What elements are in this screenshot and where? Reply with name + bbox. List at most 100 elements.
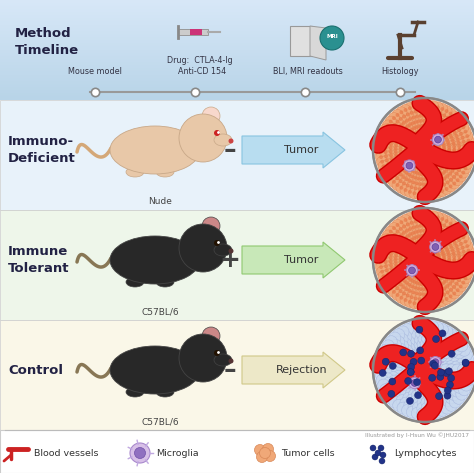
Circle shape: [416, 367, 428, 378]
Circle shape: [428, 144, 439, 156]
Circle shape: [399, 173, 403, 176]
Circle shape: [452, 121, 456, 125]
Circle shape: [428, 364, 441, 376]
Text: BLI, MRI readouts: BLI, MRI readouts: [273, 67, 343, 76]
Circle shape: [436, 142, 440, 146]
Circle shape: [430, 142, 434, 146]
Bar: [0, 60, 474, 61]
Circle shape: [428, 363, 441, 375]
Circle shape: [456, 155, 461, 159]
Circle shape: [425, 372, 437, 384]
Circle shape: [426, 140, 429, 143]
Circle shape: [419, 147, 423, 151]
Circle shape: [387, 242, 399, 253]
Circle shape: [398, 266, 409, 277]
Circle shape: [427, 121, 438, 132]
Circle shape: [396, 394, 408, 407]
Circle shape: [434, 250, 438, 254]
Circle shape: [398, 364, 410, 376]
Circle shape: [404, 164, 416, 175]
Circle shape: [411, 148, 422, 159]
Circle shape: [410, 245, 420, 255]
Circle shape: [375, 142, 386, 153]
Circle shape: [401, 159, 405, 163]
Circle shape: [434, 379, 446, 391]
Circle shape: [465, 244, 469, 248]
Circle shape: [449, 288, 453, 292]
Circle shape: [419, 274, 430, 285]
Circle shape: [410, 345, 423, 357]
Circle shape: [410, 111, 413, 115]
Circle shape: [406, 131, 417, 142]
Circle shape: [420, 149, 432, 159]
Circle shape: [457, 128, 461, 132]
Circle shape: [404, 188, 408, 192]
Circle shape: [409, 259, 413, 263]
Circle shape: [458, 384, 470, 396]
Circle shape: [405, 143, 409, 147]
Circle shape: [467, 143, 471, 147]
Circle shape: [428, 227, 439, 237]
Circle shape: [424, 254, 428, 258]
Circle shape: [450, 270, 454, 274]
Circle shape: [417, 153, 428, 164]
Bar: [0, 42, 474, 43]
Bar: [0, 43, 474, 44]
Circle shape: [415, 182, 419, 185]
Circle shape: [395, 114, 406, 124]
Circle shape: [436, 273, 447, 284]
Circle shape: [415, 236, 426, 247]
Circle shape: [413, 268, 417, 272]
Circle shape: [406, 147, 417, 158]
Circle shape: [442, 224, 446, 228]
Circle shape: [426, 267, 429, 271]
Circle shape: [410, 365, 421, 377]
Circle shape: [449, 222, 453, 226]
Circle shape: [401, 115, 412, 126]
Circle shape: [408, 106, 412, 110]
Circle shape: [446, 232, 449, 236]
Circle shape: [456, 238, 466, 249]
Circle shape: [411, 259, 422, 270]
Circle shape: [420, 140, 432, 152]
Circle shape: [414, 256, 418, 260]
Circle shape: [404, 213, 415, 224]
Circle shape: [432, 381, 444, 393]
Circle shape: [428, 156, 438, 167]
Circle shape: [418, 187, 422, 191]
Circle shape: [415, 262, 419, 265]
Circle shape: [393, 123, 404, 133]
Circle shape: [440, 234, 444, 238]
Circle shape: [423, 366, 435, 378]
Circle shape: [408, 246, 412, 250]
Circle shape: [442, 177, 453, 188]
Circle shape: [398, 133, 409, 144]
Circle shape: [409, 364, 421, 376]
Circle shape: [400, 220, 403, 224]
Circle shape: [414, 186, 418, 190]
Circle shape: [421, 354, 433, 367]
Circle shape: [406, 260, 417, 271]
Circle shape: [409, 276, 420, 287]
Circle shape: [417, 252, 428, 263]
Circle shape: [399, 275, 410, 287]
Circle shape: [410, 272, 413, 276]
Circle shape: [416, 168, 427, 180]
Circle shape: [419, 299, 429, 310]
Circle shape: [402, 279, 407, 283]
Circle shape: [411, 243, 415, 247]
Circle shape: [130, 443, 150, 463]
Circle shape: [435, 231, 438, 235]
Circle shape: [409, 233, 420, 244]
Circle shape: [409, 346, 420, 358]
Circle shape: [411, 338, 423, 350]
Circle shape: [447, 148, 451, 152]
Circle shape: [387, 276, 398, 287]
Circle shape: [401, 148, 411, 158]
Circle shape: [419, 294, 429, 305]
Circle shape: [422, 254, 427, 258]
Circle shape: [419, 182, 422, 186]
Circle shape: [411, 369, 423, 381]
Circle shape: [399, 234, 410, 245]
Circle shape: [418, 357, 425, 364]
